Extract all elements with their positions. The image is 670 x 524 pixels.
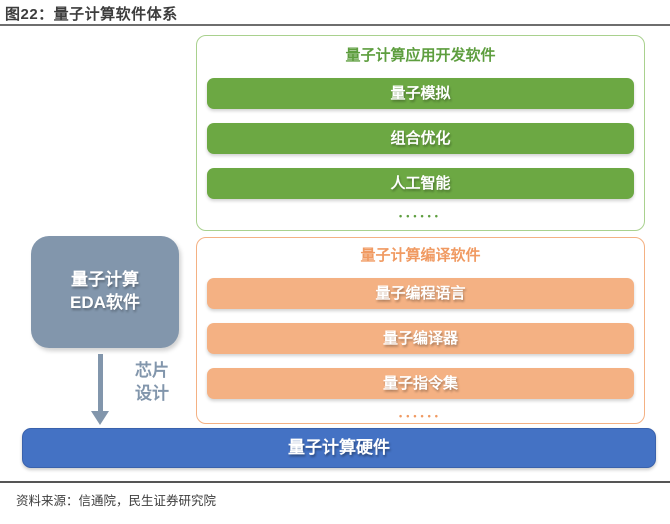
down-arrow-shaft (98, 354, 103, 412)
eda-box-line2: EDA软件 (70, 293, 140, 312)
compiler-item-programming-language: 量子编程语言 (207, 278, 634, 309)
title-divider (0, 24, 670, 26)
compiler-panel-title: 量子计算编译软件 (360, 247, 481, 264)
chip-design-line2: 设计 (135, 383, 169, 403)
compiler-item-compiler: 量子编译器 (207, 323, 634, 354)
app-dev-item-combinatorial-optimization: 组合优化 (207, 123, 634, 154)
compiler-item-instruction-set: 量子指令集 (207, 368, 634, 399)
compiler-ellipsis: •••••• (399, 411, 442, 421)
compiler-software-panel: 量子计算编译软件 量子编程语言 量子编译器 量子指令集 •••••• (196, 237, 645, 424)
app-dev-item-quantum-simulation: 量子模拟 (207, 78, 634, 109)
figure-title: 图22：量子计算软件体系 (5, 6, 178, 23)
app-dev-ellipsis: •••••• (399, 211, 442, 221)
source-text: 资料来源：信通院，民生证券研究院 (16, 494, 217, 508)
app-dev-item-artificial-intelligence: 人工智能 (207, 168, 634, 199)
source-divider (0, 481, 670, 483)
chip-design-label: 芯片 设计 (126, 360, 178, 406)
eda-software-box: 量子计算 EDA软件 (31, 236, 179, 348)
quantum-hardware-bar: 量子计算硬件 (22, 428, 656, 468)
app-dev-software-panel: 量子计算应用开发软件 量子模拟 组合优化 人工智能 •••••• (196, 35, 645, 231)
app-dev-panel-title: 量子计算应用开发软件 (345, 47, 496, 64)
eda-box-line1: 量子计算 (71, 270, 139, 290)
down-arrow-icon (91, 411, 109, 425)
chip-design-line1: 芯片 (135, 361, 169, 380)
